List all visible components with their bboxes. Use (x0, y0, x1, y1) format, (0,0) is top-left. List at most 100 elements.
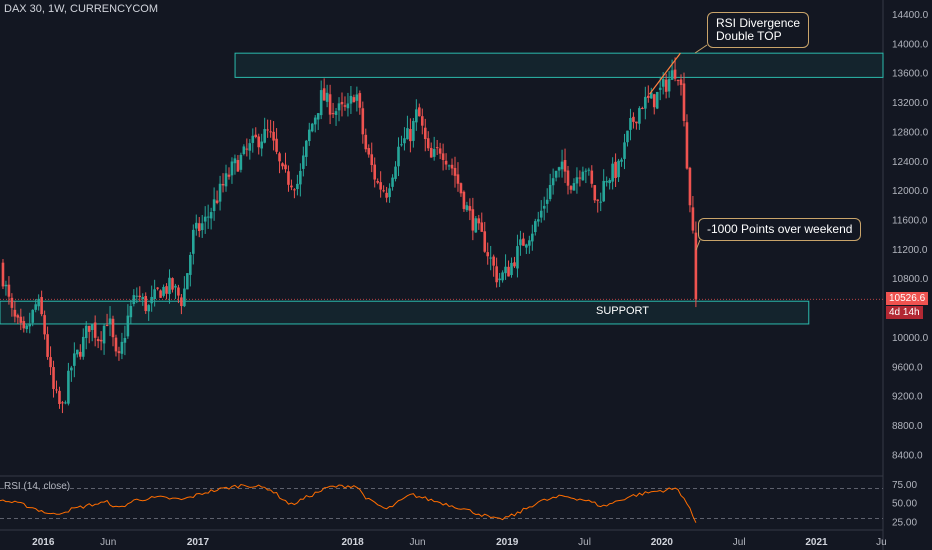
candle-body (468, 206, 472, 211)
candle-body (569, 186, 573, 190)
time-tick-label: 2016 (32, 537, 55, 548)
candle-body (49, 357, 52, 368)
candle-body (548, 184, 552, 200)
candle-body (507, 266, 510, 277)
candle-body (135, 295, 139, 297)
candle-body (171, 278, 174, 290)
price-tick-label: 12000.0 (892, 186, 929, 197)
candle-body (647, 95, 650, 98)
candle-body (522, 238, 525, 246)
candle-body (486, 252, 490, 257)
candle-body (325, 92, 329, 102)
candle-body (67, 370, 70, 404)
time-tick-label: 2018 (341, 537, 364, 548)
rsi-label: RSI (14, close) (4, 481, 71, 492)
price-tick-label: 14400.0 (892, 10, 929, 21)
candle-body (105, 324, 109, 326)
candle-body (310, 123, 314, 132)
candle-body (444, 160, 448, 165)
candle-body (177, 287, 180, 296)
candle-body (180, 297, 183, 307)
candle-body (611, 163, 614, 182)
price-tick-label: 9600.0 (892, 362, 923, 373)
candle-body (670, 70, 674, 80)
price-tick-label: 11600.0 (892, 215, 928, 226)
candle-body (572, 183, 576, 191)
candle-body (501, 272, 504, 281)
candle-body (420, 116, 424, 126)
candle-body (605, 181, 608, 183)
candle-body (46, 334, 49, 357)
candle-body (638, 108, 641, 124)
candle-body (200, 223, 204, 231)
time-tick-label: Jul (578, 537, 591, 548)
candle-body (313, 117, 317, 125)
candle-body (676, 79, 680, 81)
candle-body (343, 105, 347, 107)
candle-body (120, 341, 124, 354)
candle-body (76, 349, 79, 355)
candle-body (409, 129, 412, 142)
candle-body (382, 190, 385, 192)
candle-body (623, 142, 626, 159)
candle-body (215, 200, 219, 203)
candle-body (453, 167, 457, 176)
candle-body (388, 188, 391, 198)
candle-body (528, 240, 531, 246)
candle-body (340, 101, 344, 105)
candle-body (138, 295, 142, 298)
candle-body (679, 79, 683, 85)
candle-body (471, 209, 475, 231)
divergence-trendline (649, 52, 681, 95)
time-tick-label: Jun (100, 537, 116, 548)
candle-body (519, 239, 522, 246)
candle-body (685, 122, 689, 169)
candle-body (129, 306, 133, 318)
candle-body (328, 94, 332, 115)
candle-body (403, 138, 406, 144)
candle-body (614, 161, 617, 178)
candle-body (203, 216, 207, 222)
candle-body (331, 113, 335, 115)
candle-body (596, 199, 600, 201)
candle-body (531, 233, 534, 242)
candle-body (441, 153, 445, 160)
candle-body (539, 210, 543, 218)
candle-body (495, 266, 498, 283)
candle-body (218, 183, 222, 202)
candle-body (465, 205, 469, 211)
candle-body (394, 166, 397, 179)
price-tick-label: 11200.0 (892, 245, 928, 256)
price-tick-label: 8800.0 (892, 421, 923, 432)
candle-body (406, 128, 409, 140)
candle-body (432, 149, 436, 157)
candle-body (316, 113, 320, 120)
candle-body (7, 284, 11, 297)
candle-body (575, 177, 579, 184)
time-tick-label: 2017 (187, 537, 210, 548)
candle-body (197, 223, 201, 232)
callout-pointer (694, 44, 708, 54)
candle-body (251, 135, 255, 143)
candle-body (599, 201, 603, 203)
candle-body (355, 94, 359, 101)
candle-body (34, 304, 37, 310)
candle-body (435, 147, 439, 149)
candle-body (661, 78, 665, 87)
time-tick-label: Jun (409, 537, 425, 548)
candle-body (492, 256, 495, 266)
candle-body (281, 163, 284, 167)
candle-body (379, 182, 382, 190)
candle-body (287, 171, 290, 185)
candle-body (212, 199, 216, 212)
price-tick-label: 13200.0 (892, 98, 929, 109)
candle-body (257, 136, 261, 148)
candle-body (84, 325, 88, 339)
rsi-tick-label: 50.00 (892, 499, 917, 510)
price-tick-label: 12400.0 (892, 157, 929, 168)
candle-body (263, 129, 266, 143)
candle-body (626, 130, 629, 143)
candle-body (533, 221, 537, 233)
